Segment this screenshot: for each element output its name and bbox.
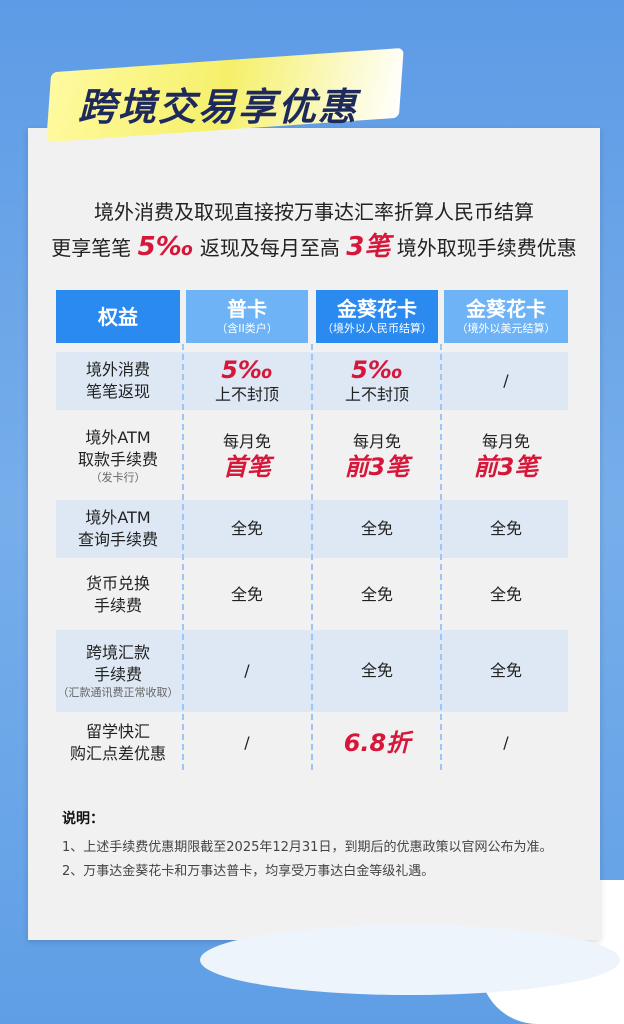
cell-value: 全免 <box>360 519 393 538</box>
row-label-line: 留学快汇 <box>85 721 150 741</box>
cell-highlight: 5‰ <box>221 356 273 384</box>
row-label-line: 查询手续费 <box>77 530 158 549</box>
table-cell: / <box>444 715 568 770</box>
row-label-line: 取款手续费 <box>77 450 158 469</box>
header-title: 金葵花卡 <box>466 296 546 321</box>
table-header-cell: 普卡 （含II类户） <box>186 290 308 343</box>
cell-value: / <box>503 732 509 752</box>
cell-value: 全免 <box>360 661 393 680</box>
cell-value: 全免 <box>360 585 393 604</box>
cell-value: 每月免 <box>352 432 401 451</box>
row-label-line: 境外ATM <box>85 508 151 527</box>
table-cell: 5‰ 上不封顶 <box>186 352 308 410</box>
cell-value: 每月免 <box>222 432 271 451</box>
header-subtitle: （境外以美元结算） <box>456 321 556 335</box>
cell-value: / <box>244 732 250 752</box>
header-title: 权益 <box>98 304 138 329</box>
cell-value: 上不封顶 <box>344 385 409 404</box>
table-cell: 5‰ 上不封顶 <box>316 352 438 410</box>
cell-value: 全免 <box>489 661 522 680</box>
table-cell: 每月免 首笔 <box>186 420 308 492</box>
row-label: 境外消费 笔笔返现 <box>56 352 180 410</box>
table-cell: 全免 <box>316 630 438 712</box>
table-cell: 全免 <box>444 630 568 712</box>
header-subtitle: （境外以人民币结算） <box>322 321 432 335</box>
table-header-cell: 金葵花卡 （境外以美元结算） <box>444 290 568 343</box>
table-cell: 全免 <box>316 566 438 624</box>
intro-text: 返现及每月至高 <box>199 236 340 260</box>
cell-highlight: 5‰ <box>351 356 403 384</box>
table-cell: / <box>186 715 308 770</box>
row-label-note: （发卡行） <box>90 471 146 484</box>
row-label: 跨境汇款手续费 （汇款通讯费正常收取） <box>56 630 180 712</box>
cell-value: 每月免 <box>481 432 530 451</box>
row-label-line: 境外ATM <box>85 428 151 447</box>
table-cell: 全免 <box>316 500 438 558</box>
cell-value: 全免 <box>489 585 522 604</box>
intro-text: 更享笔笔 <box>51 236 132 260</box>
row-label-line: 跨境汇款 <box>85 643 150 662</box>
table-cell: 全免 <box>186 566 308 624</box>
table-cell: 全免 <box>444 500 568 558</box>
header-title: 普卡 <box>227 296 267 321</box>
cell-value: / <box>503 371 509 390</box>
page-title: 跨境交易享优惠 <box>78 85 359 129</box>
header-title: 金葵花卡 <box>337 296 417 321</box>
water-splash <box>200 925 620 995</box>
cell-value: 全免 <box>489 519 522 538</box>
cell-highlight: 首笔 <box>223 453 271 481</box>
intro-line-2: 更享笔笔 5‰ 返现及每月至高 3笔 境外取现手续费优惠 <box>28 226 600 263</box>
table-cell: 全免 <box>186 500 308 558</box>
cell-value: 全免 <box>230 585 263 604</box>
note-item: 2、万事达金葵花卡和万事达普卡，均享受万事达白金等级礼遇。 <box>62 864 435 879</box>
column-divider <box>311 344 313 770</box>
row-label: 货币兑换 手续费 <box>56 566 180 624</box>
row-label-line: 货币兑换 <box>85 574 150 593</box>
header-subtitle: （含II类户） <box>216 321 278 335</box>
cell-highlight: 前3笔 <box>473 453 539 481</box>
table-cell: 全免 <box>444 566 568 624</box>
table-cell: 每月免前3笔 <box>316 420 438 492</box>
notes-heading: 说明： <box>62 811 104 827</box>
row-label-line: 手续费 <box>93 665 142 684</box>
table-header-cell: 权益 <box>56 290 180 343</box>
cell-value: 上不封顶 <box>214 385 279 404</box>
row-label: 境外ATM 查询手续费 <box>56 500 180 558</box>
row-label-line: 手续费 <box>93 596 142 615</box>
cell-value: 全免 <box>230 519 263 538</box>
table-header-cell: 金葵花卡 （境外以人民币结算） <box>316 290 438 343</box>
column-divider <box>440 344 442 770</box>
intro-text: 境外取现手续费优惠 <box>396 236 577 260</box>
column-divider <box>182 344 184 770</box>
note-item: 1、上述手续费优惠期限截至2025年12月31日，到期后的优惠政策以官网公布为准… <box>62 840 553 855</box>
cell-value: / <box>244 661 250 680</box>
row-label: 境外ATM 取款手续费 （发卡行） <box>56 420 180 492</box>
table-cell: / <box>186 630 308 712</box>
intro-line-1: 境外消费及取现直接按万事达汇率折算人民币结算 <box>94 200 534 224</box>
table-cell: / <box>444 352 568 410</box>
row-label-line: 境外消费 <box>85 360 150 379</box>
intro-highlight: 5‰ <box>137 232 194 262</box>
row-label-line: 购汇点差优惠 <box>69 743 166 763</box>
table-cell: 每月免前3笔 <box>444 420 568 492</box>
row-label-line: 笔笔返现 <box>85 382 150 401</box>
cell-highlight: 6.8折 <box>343 728 411 757</box>
cell-highlight: 前3笔 <box>344 453 410 481</box>
table-cell: 6.8折 <box>316 715 438 770</box>
row-label-note: （汇款通讯费正常收取） <box>57 686 179 699</box>
intro-highlight: 3笔 <box>346 232 391 262</box>
row-label: 留学快汇 购汇点差优惠 <box>56 715 180 770</box>
